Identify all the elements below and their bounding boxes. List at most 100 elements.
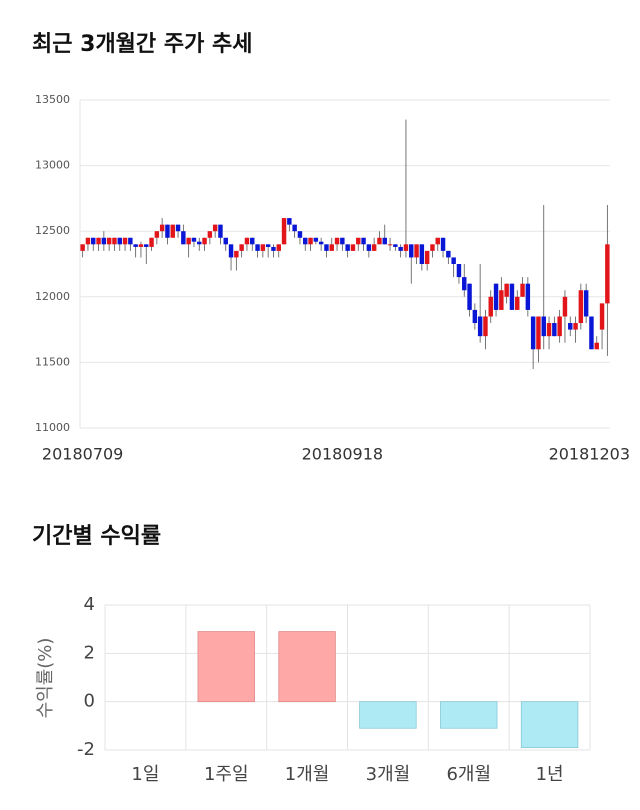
- candle-body: [112, 237, 117, 245]
- candle-body: [106, 237, 112, 245]
- candle-body: [583, 290, 589, 317]
- candle-body: [599, 303, 605, 330]
- candle-body: [244, 237, 250, 245]
- candle-body: [239, 244, 244, 251]
- x-tick-label: 1주일: [204, 764, 249, 785]
- candle-body: [488, 296, 493, 317]
- candle-body: [350, 244, 356, 251]
- candle-body: [345, 244, 350, 251]
- candle-body: [371, 244, 377, 251]
- candle-body: [467, 283, 472, 310]
- bar: [520, 701, 579, 748]
- candle-body: [393, 244, 398, 247]
- y-tick-label: 13500: [35, 93, 70, 106]
- candle-body: [271, 246, 276, 251]
- y-tick-label: 0: [84, 691, 95, 712]
- bar: [440, 701, 498, 729]
- candle-body: [377, 237, 382, 245]
- candle-body: [218, 224, 223, 238]
- candle-body: [170, 224, 175, 238]
- y-tick-label: 12000: [35, 290, 70, 303]
- candle-body: [568, 323, 573, 330]
- candle-body: [96, 237, 101, 245]
- candle-body: [313, 237, 319, 242]
- candle-body: [536, 316, 541, 350]
- x-tick-label: 3개월: [366, 764, 411, 785]
- candle-body: [446, 250, 451, 258]
- candle-body: [398, 246, 403, 251]
- y-tick-label: 11000: [35, 421, 70, 434]
- candle-body: [451, 257, 456, 264]
- x-tick-label: 1년: [536, 764, 564, 785]
- candle-body: [133, 244, 138, 247]
- candle-body: [297, 231, 303, 238]
- candle-body: [424, 250, 430, 264]
- candle-body: [477, 316, 483, 337]
- candle-body: [403, 244, 409, 251]
- candle-body: [212, 224, 218, 232]
- candle-body: [361, 237, 366, 245]
- candle-body: [366, 244, 372, 251]
- y-axis-label: 수익률(%): [35, 638, 56, 719]
- candle-body: [202, 237, 207, 245]
- candle-body: [234, 250, 239, 258]
- x-tick-label: 6개월: [446, 764, 491, 785]
- candle-body: [318, 241, 324, 245]
- candle-body: [414, 244, 419, 258]
- x-tick-label: 20180918: [302, 445, 383, 464]
- candle-body: [605, 244, 610, 304]
- candle-body: [340, 237, 345, 245]
- candle-body: [515, 296, 520, 310]
- candle-body: [85, 237, 91, 245]
- bar: [278, 631, 336, 703]
- y-tick-label: 2: [84, 642, 95, 663]
- x-tick-label: 20181203: [549, 445, 630, 464]
- candle-body: [281, 218, 287, 245]
- candle-body: [165, 224, 170, 238]
- candle-body: [265, 244, 271, 247]
- candle-body: [191, 237, 197, 242]
- y-tick-label: 13000: [35, 159, 70, 172]
- candle-body: [154, 231, 160, 238]
- candle-body: [541, 316, 546, 337]
- candle-body: [255, 244, 260, 251]
- candle-body: [578, 290, 584, 324]
- candle-body: [589, 316, 594, 350]
- candle-body: [197, 241, 202, 245]
- candle-body: [101, 237, 107, 245]
- candle-body: [303, 237, 308, 245]
- candle-body: [91, 237, 96, 245]
- candle-body: [419, 244, 425, 264]
- candle-body: [117, 237, 122, 245]
- candle-body: [557, 316, 562, 337]
- candle-body: [520, 283, 525, 297]
- candle-body: [435, 237, 440, 245]
- candle-body: [483, 316, 488, 337]
- candle-body: [276, 244, 281, 251]
- bar: [197, 631, 255, 703]
- candle-body: [493, 283, 499, 310]
- bar: [359, 701, 417, 729]
- candle-body: [228, 244, 234, 258]
- candle-body: [128, 237, 133, 245]
- candle-body: [440, 237, 446, 251]
- candle-body: [573, 323, 578, 330]
- candle-body: [181, 231, 186, 245]
- candle-body: [562, 296, 568, 317]
- candle-body: [334, 237, 340, 245]
- x-tick-label: 1일: [131, 764, 159, 785]
- chart-title: 기간별 수익률: [32, 524, 161, 549]
- candle-body: [324, 244, 329, 251]
- candle-body: [149, 237, 154, 247]
- candle-body: [207, 231, 213, 238]
- candle-body: [462, 277, 467, 291]
- chart-title: 최근 3개월간 주가 추세: [32, 32, 252, 57]
- candle-body: [356, 237, 361, 245]
- candle-body: [223, 237, 228, 245]
- candle-body: [552, 323, 557, 337]
- candle-body: [292, 224, 297, 232]
- candle-body: [472, 309, 478, 324]
- candle-body: [329, 244, 334, 251]
- candle-body: [175, 224, 181, 232]
